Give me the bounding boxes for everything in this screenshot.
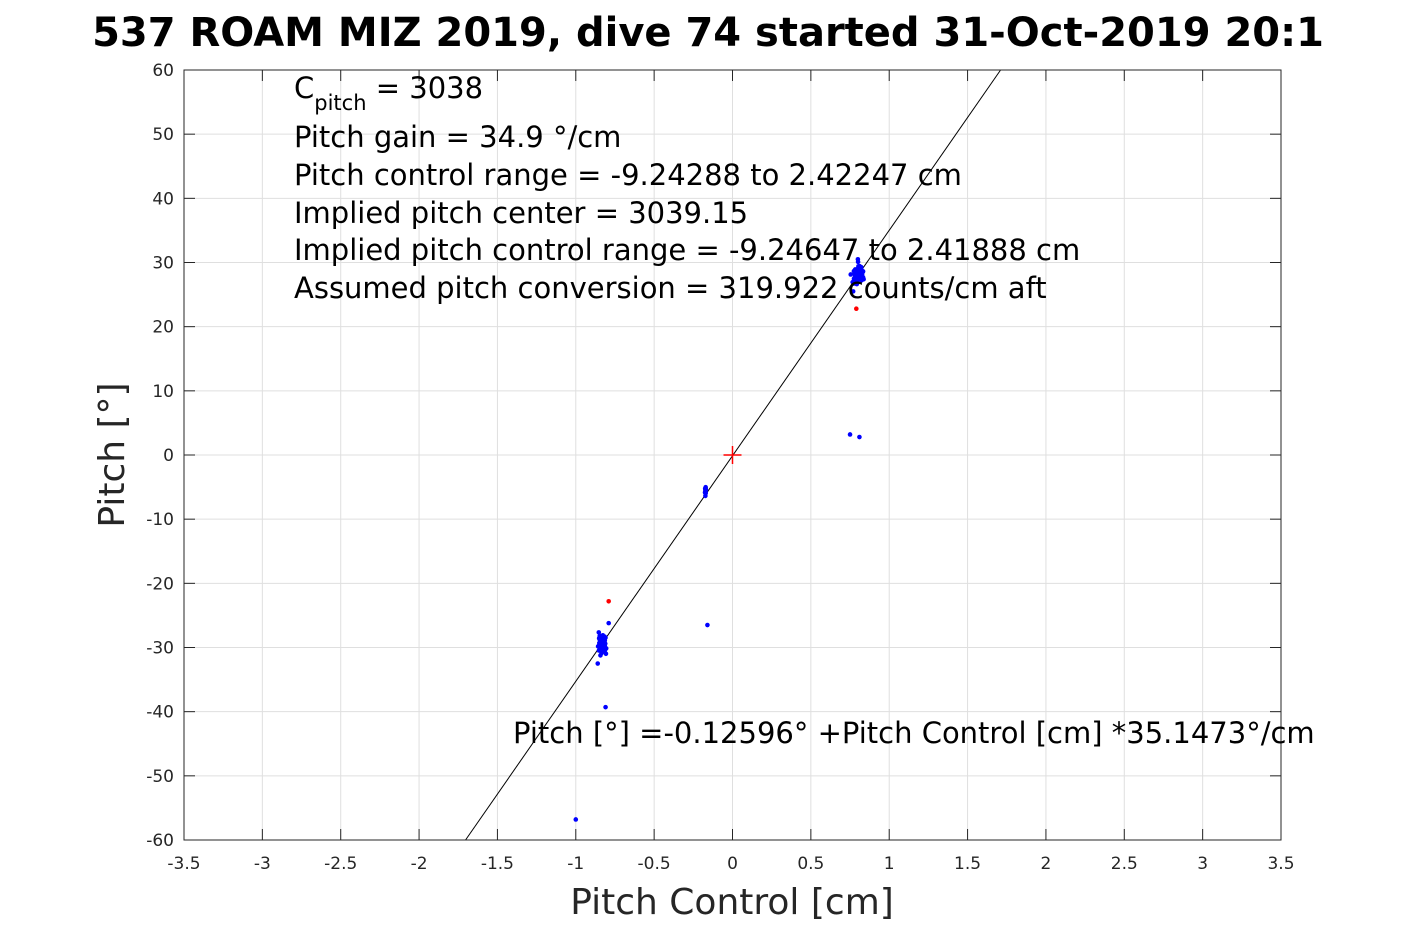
x-tick-label: 1	[884, 854, 895, 874]
y-tick-label: -30	[146, 639, 174, 659]
data-point	[595, 661, 601, 666]
y-tick-label: 60	[152, 61, 174, 81]
annotation-c-pitch: Cpitch = 3038	[294, 71, 483, 115]
data-point	[602, 641, 607, 647]
x-tick-label: 3	[1197, 854, 1208, 874]
x-axis-label: Pitch Control [cm]	[570, 882, 894, 923]
x-tick-label: 2.5	[1111, 854, 1138, 874]
data-point	[602, 634, 607, 639]
grid	[183, 69, 1282, 841]
c-pitch-subscript: pitch	[314, 91, 366, 115]
x-tick-label: -2.5	[324, 854, 357, 874]
data-point	[855, 256, 861, 262]
data-point	[596, 630, 602, 635]
data-point	[852, 278, 858, 284]
annotation-implied-pitch-control-range: Implied pitch control range = -9.24647 t…	[294, 233, 1080, 267]
x-tick-label: -2	[411, 854, 428, 874]
data-point	[597, 636, 602, 642]
x-tick-label: 0	[727, 854, 738, 874]
y-tick-label: 30	[152, 254, 174, 274]
data-point	[857, 434, 862, 440]
y-tick-label: -60	[146, 831, 174, 851]
data-point	[855, 273, 860, 279]
annotation-assumed-pitch-conversion: Assumed pitch conversion = 319.922 count…	[294, 271, 1047, 305]
data-point	[847, 432, 853, 437]
data-point	[606, 599, 611, 604]
annotations: Cpitch = 3038 Pitch gain = 34.9 °/cm Pit…	[294, 71, 1315, 750]
axis-ticks: -3.5 -3 -2.5 -2 -1.5 -1 -0.5 0 0.5 1 1.5 2 2.5 3 3.5 -6…	[146, 61, 1294, 874]
x-tick-label: -1.5	[481, 854, 514, 874]
data-point	[850, 289, 856, 294]
y-tick-label: 50	[152, 125, 174, 145]
data-point	[854, 306, 859, 312]
annotation-fit-equation: Pitch [°] =-0.12596° +Pitch Control [cm]…	[513, 716, 1315, 750]
data-point	[705, 622, 710, 628]
x-tick-label: -3	[254, 854, 271, 874]
data-point	[851, 268, 857, 274]
data-point	[595, 644, 601, 649]
data-point	[573, 817, 579, 822]
y-axis-label: Pitch [°]	[92, 382, 133, 527]
data-point	[702, 490, 708, 496]
annotation-pitch-control-range: Pitch control range = -9.24288 to 2.4224…	[294, 158, 962, 192]
x-tick-label: 3.5	[1267, 854, 1294, 874]
y-tick-label: -10	[146, 510, 174, 530]
annotation-implied-pitch-center: Implied pitch center = 3039.15	[294, 196, 748, 230]
x-tick-label: 1.5	[954, 854, 981, 874]
y-tick-label: 40	[152, 189, 174, 209]
data-point	[603, 704, 608, 710]
x-tick-label: -1	[567, 854, 584, 874]
chart-title: 537 ROAM MIZ 2019, dive 74 started 31-Oc…	[92, 10, 1324, 56]
data-point	[600, 645, 606, 651]
x-tick-label: 0.5	[797, 854, 824, 874]
c-pitch-symbol: C	[294, 71, 314, 105]
x-tick-label: 2	[1041, 854, 1052, 874]
y-tick-label: 10	[152, 382, 174, 402]
data-point	[603, 651, 609, 657]
x-tick-label: -0.5	[638, 854, 671, 874]
annotation-pitch-gain: Pitch gain = 34.9 °/cm	[294, 120, 621, 154]
y-tick-label: -20	[146, 574, 174, 594]
data-points	[573, 256, 866, 822]
y-tick-label: 20	[152, 318, 174, 338]
y-tick-label: -50	[146, 767, 174, 787]
y-tick-label: 0	[163, 446, 174, 466]
data-point	[848, 272, 854, 277]
y-tick-label: -40	[146, 703, 174, 723]
data-point	[606, 620, 611, 626]
c-pitch-value: = 3038	[367, 71, 484, 105]
x-tick-label: -3.5	[167, 854, 200, 874]
data-point	[855, 266, 860, 272]
